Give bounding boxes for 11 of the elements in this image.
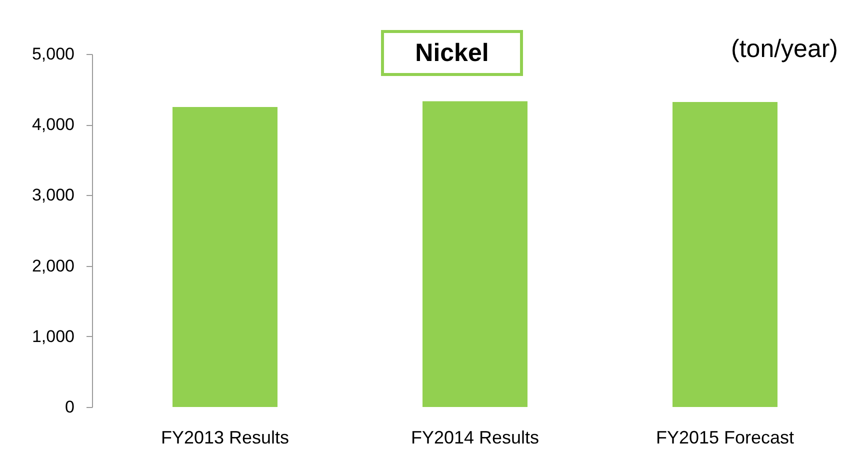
annotation: (ton/year) bbox=[731, 35, 838, 64]
x-tick-label: FY2015 Forecast bbox=[656, 428, 794, 448]
x-tick-label: FY2014 Results bbox=[410, 428, 540, 448]
y-tick-label: 4,000 bbox=[32, 115, 74, 134]
y-tick-label: 2,000 bbox=[32, 256, 74, 276]
y-tick-label: 0 bbox=[65, 398, 74, 416]
y-tick-label: 3,000 bbox=[32, 186, 74, 205]
y-tick-label: 1,000 bbox=[32, 326, 74, 346]
y-tick-label: 5,000 bbox=[32, 44, 74, 64]
chart-title: Nickel bbox=[381, 30, 523, 76]
x-tick-label: FY2013 Results bbox=[160, 428, 290, 448]
